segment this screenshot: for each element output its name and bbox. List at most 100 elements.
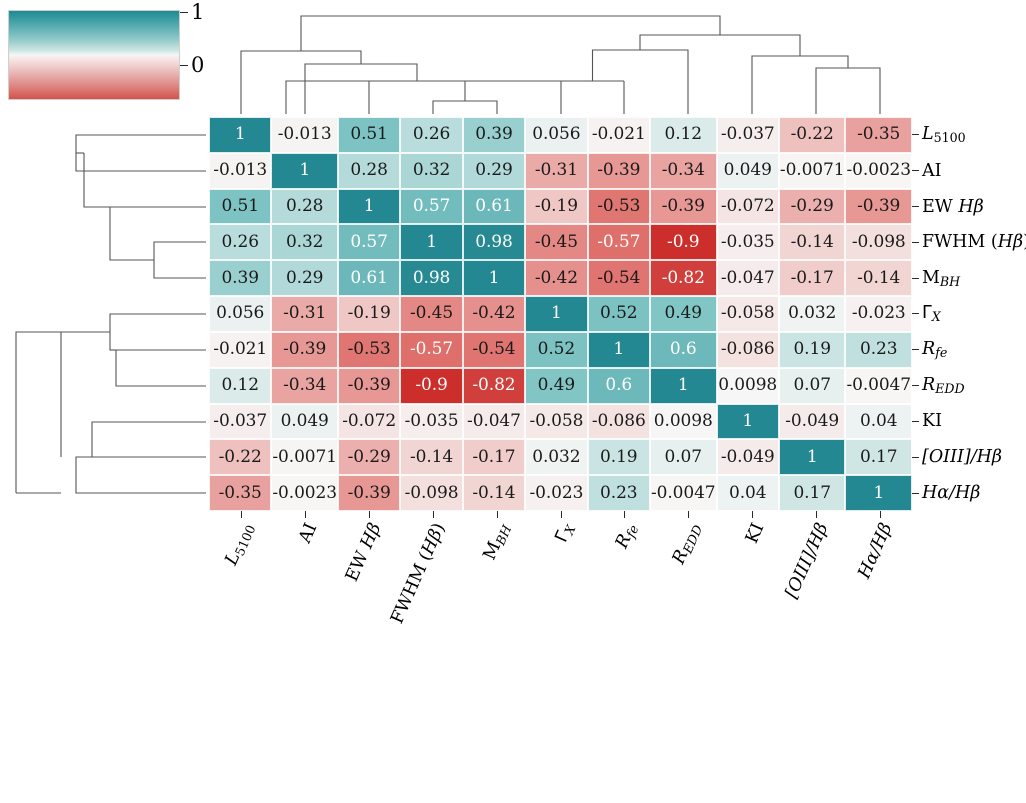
heatmap-cell: -0.023 — [525, 475, 588, 511]
heatmap-cell: 0.19 — [587, 439, 650, 476]
row-label-text: MBH — [922, 267, 961, 289]
heatmap-cell: 0.04 — [716, 475, 779, 511]
row-tick-dash — [912, 206, 919, 208]
column-tick-6 — [560, 511, 562, 518]
column-tick-9 — [752, 511, 754, 518]
row-label-4: FWHM (Hβ) — [912, 224, 1026, 260]
row-tick-dash — [912, 349, 919, 351]
row-label-1: L5100 — [912, 117, 966, 153]
heatmap-cell: -0.29 — [778, 188, 846, 225]
heatmap-cell: -0.34 — [271, 367, 338, 404]
heatmap-cell: -0.023 — [845, 296, 912, 332]
column-label-3: EW Hβ — [341, 520, 386, 585]
heatmap-cell: 0.49 — [525, 367, 588, 404]
heatmap-cell: -0.19 — [337, 296, 401, 332]
heatmap-cell: -0.57 — [400, 331, 463, 368]
heatmap-cell: -0.57 — [587, 224, 650, 261]
heatmap-cell: -0.9 — [649, 224, 717, 261]
heatmap-cell: 0.39 — [462, 117, 526, 153]
heatmap-cell: -0.072 — [337, 403, 401, 440]
heatmap-cell: 0.056 — [209, 296, 272, 332]
heatmap-cell: 0.19 — [778, 331, 846, 368]
heatmap-cell: 0.04 — [845, 403, 912, 440]
heatmap-cell: 0.39 — [209, 260, 272, 297]
heatmap-cell: 0.98 — [462, 224, 526, 261]
heatmap-cell: 0.17 — [845, 439, 912, 476]
heatmap-cell: -0.0023 — [845, 152, 912, 189]
heatmap-cell: 0.51 — [337, 117, 401, 153]
heatmap-cell: 0.52 — [587, 296, 650, 332]
heatmap-cell: -0.098 — [400, 475, 463, 511]
heatmap-cell: -0.39 — [337, 475, 401, 511]
row-label-8: REDD — [912, 368, 965, 404]
heatmap-cell: -0.39 — [845, 188, 912, 225]
row-label-text: EW Hβ — [922, 196, 984, 217]
column-label-11: Hα/Hβ — [854, 520, 897, 582]
row-tick-dash — [912, 277, 919, 279]
heatmap-cell: 0.0098 — [649, 403, 717, 440]
heatmap-cell: 1 — [271, 152, 338, 189]
heatmap-cell: -0.19 — [525, 188, 588, 225]
colorbar-tick-label: 0 — [191, 52, 205, 77]
row-tick-dash — [912, 492, 919, 494]
heatmap-cell: -0.53 — [337, 331, 401, 368]
heatmap-cell: -0.17 — [778, 260, 846, 297]
row-label-text: ΓX — [922, 303, 941, 325]
column-label-2: AI — [295, 520, 322, 547]
heatmap-cell: 0.32 — [271, 224, 338, 261]
heatmap-cell: -0.058 — [525, 403, 588, 440]
heatmap-cell: -0.013 — [271, 117, 338, 153]
heatmap-cell: -0.098 — [845, 224, 912, 261]
heatmap-cell: 1 — [337, 188, 401, 225]
row-label-text: L5100 — [922, 124, 966, 146]
heatmap-cell: -0.45 — [525, 224, 588, 261]
heatmap-cell: -0.42 — [462, 296, 526, 332]
heatmap-cell: 1 — [525, 296, 588, 332]
heatmap-cell: -0.22 — [778, 117, 846, 153]
row-label-axis: L5100 AI EW Hβ FWHM (Hβ) MBH ΓX Rfe REDD KI [OIII… — [912, 117, 1026, 511]
heatmap-cell: -0.22 — [209, 439, 272, 476]
heatmap-cell: 0.61 — [462, 188, 526, 225]
heatmap-cell: 0.32 — [400, 152, 463, 189]
heatmap-cell: 0.23 — [845, 331, 912, 368]
row-tick-dash — [912, 170, 919, 172]
colorbar-tick-dash — [180, 64, 188, 66]
heatmap-cell: 0.049 — [271, 403, 338, 440]
row-label-10: [OIII]/Hβ — [912, 439, 1002, 475]
heatmap-cell: 1 — [845, 475, 912, 511]
heatmap-cell: 0.29 — [462, 152, 526, 189]
heatmap-cell: -0.39 — [271, 331, 338, 368]
heatmap-cell: -0.53 — [587, 188, 650, 225]
heatmap-cell: 0.49 — [649, 296, 717, 332]
heatmap-cell: 0.23 — [587, 475, 650, 511]
heatmap-cell: 0.28 — [271, 188, 338, 225]
heatmap-cell: -0.0047 — [845, 367, 912, 404]
row-label-9: KI — [912, 404, 942, 440]
column-label-10: [OIII]/Hβ — [781, 520, 833, 602]
heatmap-cell: 0.26 — [400, 117, 463, 153]
column-tick-4 — [432, 511, 434, 518]
column-dendrogram-svg — [240, 15, 881, 114]
heatmap-cell: -0.14 — [845, 260, 912, 297]
heatmap-cell: -0.021 — [587, 117, 650, 153]
heatmap-cell: -0.35 — [845, 117, 912, 153]
row-label-text: KI — [922, 411, 942, 432]
heatmap-cell: -0.34 — [649, 152, 717, 189]
heatmap-cell: -0.047 — [462, 403, 526, 440]
row-tick-dash — [912, 385, 919, 387]
heatmap-cell: 1 — [462, 260, 526, 297]
row-label-text: REDD — [922, 375, 965, 397]
heatmap-cell: -0.31 — [525, 152, 588, 189]
row-label-7: Rfe — [912, 332, 947, 368]
heatmap-cell: -0.14 — [400, 439, 463, 476]
heatmap-cell: -0.0023 — [271, 475, 338, 511]
row-tick-dash — [912, 420, 919, 422]
row-tick-dash — [912, 134, 919, 136]
heatmap-cell: 0.0098 — [716, 367, 779, 404]
column-tick-10 — [816, 511, 818, 518]
heatmap-cell: -0.82 — [649, 260, 717, 297]
heatmap-cell: 0.17 — [778, 475, 846, 511]
heatmap-cell: -0.049 — [716, 439, 779, 476]
heatmap-cell: -0.45 — [400, 296, 463, 332]
row-label-text: Hα/Hβ — [922, 483, 981, 504]
